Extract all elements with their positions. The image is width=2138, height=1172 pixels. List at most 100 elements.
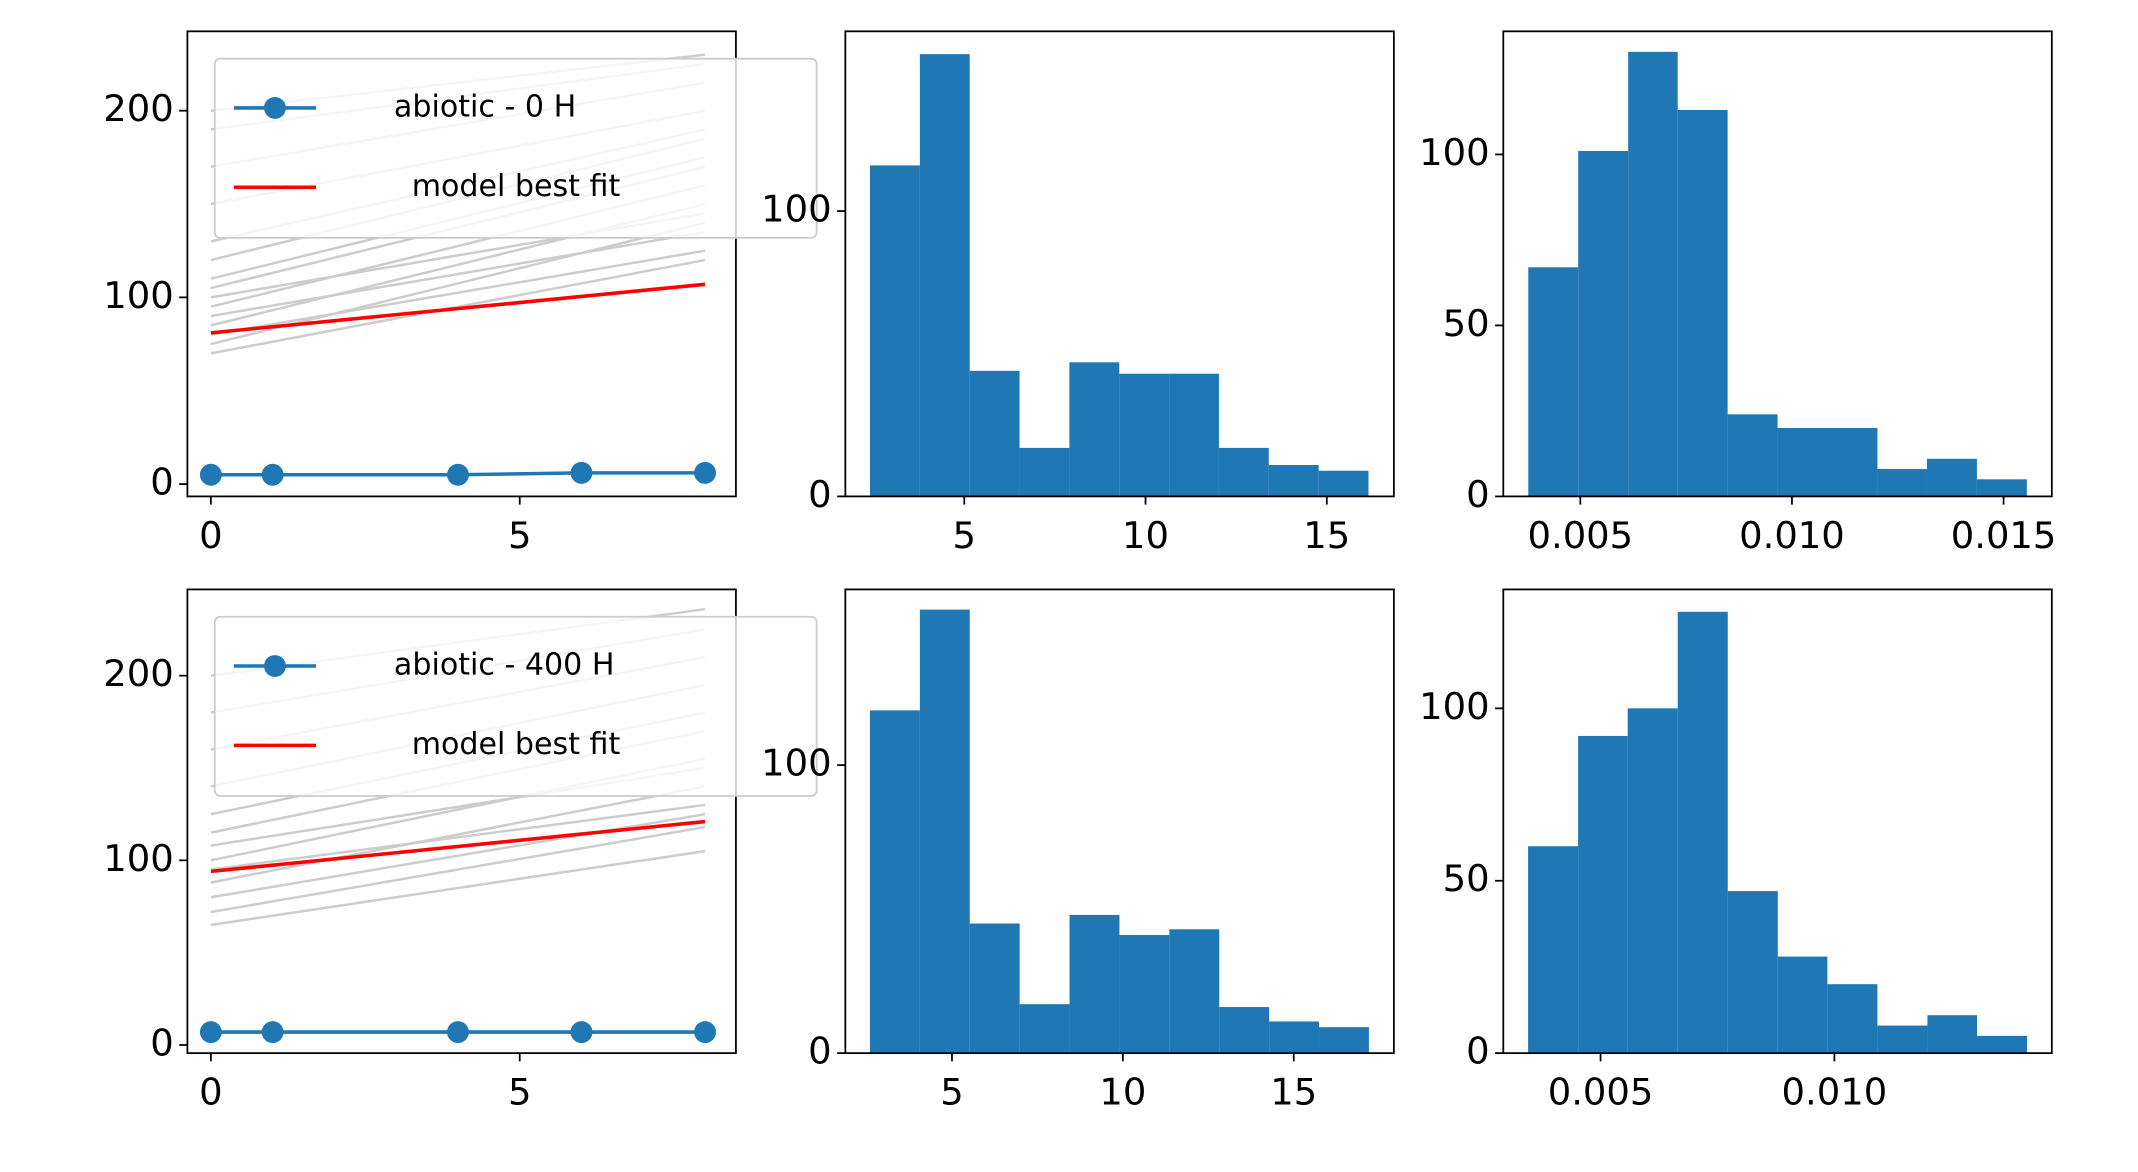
y-tick-label: 0 [150,461,174,504]
histogram-bar [969,923,1020,1054]
x-tick-label: 10 [1099,1071,1146,1114]
histogram-bar [1727,414,1778,497]
histogram-bar [1677,611,1728,1054]
series-line [210,819,706,874]
sample-line [210,258,706,355]
y-tick-label: 200 [103,652,173,695]
histogram-bar [870,165,920,497]
histogram-bar [1319,1027,1369,1054]
legend-label: abiotic - 0 H [394,89,576,124]
legend-marker [264,96,286,119]
legend-label: model best fit [412,727,621,762]
legend-label: model best fit [412,169,621,204]
histogram-bar [1927,1015,1978,1054]
x-tick-label: 0.015 [1951,514,2057,557]
y-tick-label: 0 [808,473,832,516]
histogram-bar [1318,470,1369,497]
histogram-bar [1578,151,1629,497]
marker [447,463,469,486]
plot-area [1528,611,2028,1054]
x-tick-label: 0 [199,514,223,557]
y-tick-label: 100 [761,188,831,231]
marker [694,1021,716,1044]
subplot: 0.005 0.010 0.015 0 50 100 [1419,30,2057,557]
legend-box [213,615,818,797]
histogram-bar [1877,469,1927,497]
plot-area [870,54,1369,497]
histogram-bar [1677,109,1728,497]
sample-line [210,849,706,927]
y-tick-label: 0 [808,1030,832,1073]
histogram-bar [1926,458,1977,497]
histogram-bar [1977,1035,2028,1054]
histogram-bar [1019,1004,1070,1054]
histogram-bar [1976,479,2027,497]
histogram-bar [969,370,1020,497]
axes-frame [844,30,1395,498]
histogram-bar [1528,846,1579,1054]
histogram-bar [1069,362,1120,497]
histogram-bar [1528,267,1579,497]
x-tick-label: 5 [508,514,532,557]
y-tick-label: 100 [1419,685,1489,728]
histogram-bar [1777,428,1828,497]
x-tick-label: 15 [1270,1071,1317,1114]
x-tick-label: 0 [199,1071,223,1114]
plot-area [869,609,1369,1054]
histogram-bar [1169,373,1219,497]
y-tick-label: 50 [1443,857,1490,900]
y-tick-label: 100 [761,742,831,785]
histogram-bar [1069,914,1120,1054]
marker [199,463,222,486]
histogram-bar [1827,984,1878,1054]
marker [447,1021,469,1044]
histogram-bar [1727,891,1778,1054]
marker [199,1021,222,1044]
marker [570,1021,593,1044]
plot-area [1528,51,2027,497]
x-tick-label: 0.010 [1739,514,1845,557]
sample-line [210,785,706,884]
sample-line [210,803,706,871]
y-tick-label: 100 [1419,131,1489,174]
subplot: 5 10 15 0 100 [761,30,1395,557]
axes-frame [1502,30,2053,498]
histogram-bar [869,710,920,1054]
x-tick-label: 0.010 [1782,1071,1888,1114]
marker [570,461,593,484]
axes-frame [844,588,1395,1055]
histogram-bar [1119,935,1170,1054]
y-tick-label: 0 [1466,473,1490,516]
x-tick-label: 5 [508,1071,532,1114]
subplot: 5 10 15 0 100 [761,588,1395,1114]
histogram-bar [1169,929,1220,1054]
histogram-bar [1877,1025,1928,1054]
y-tick-label: 100 [103,274,173,317]
sample-line [210,230,706,318]
y-tick-label: 0 [1466,1030,1490,1073]
y-tick-label: 50 [1443,302,1490,345]
x-tick-label: 0.005 [1548,1071,1654,1114]
marker [694,461,716,484]
series-line [210,282,706,335]
sample-line [210,812,706,899]
sample-line [210,825,706,914]
x-tick-label: 10 [1122,514,1169,557]
x-tick-label: 15 [1303,514,1350,557]
histogram-bar [1219,1007,1270,1054]
marker [261,463,284,486]
histogram-bar [919,54,970,497]
x-tick-label: 5 [953,514,977,557]
histogram-bar [919,609,970,1054]
legend-box [213,57,818,239]
x-tick-label: 5 [940,1071,964,1114]
legend-marker [264,655,286,677]
histogram-bar [1218,447,1269,497]
histogram-bar [1628,51,1678,497]
histogram-bar [1627,708,1678,1054]
subplot: 0.005 0.010 0 50 100 [1419,588,2053,1114]
